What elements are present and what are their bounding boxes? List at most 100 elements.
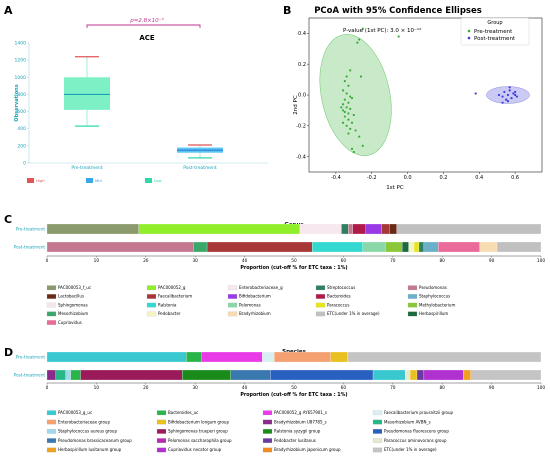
pcoa-point-post-treatment xyxy=(501,101,504,104)
legend-swatch-bacteroides xyxy=(315,294,326,299)
pcoa-point-pre-treatment xyxy=(359,75,363,78)
bar-segment-pseudomonas xyxy=(348,223,353,235)
pcoa-point-post-treatment xyxy=(512,92,515,95)
pcoa-point-pre-treatment xyxy=(345,106,348,109)
pcoa-scatter: PCoA with 95% Confidence Ellipses -0.4 -0… xyxy=(293,6,543,191)
bar-segment-bifidobacterium-longum-group xyxy=(330,351,348,363)
pcoa-point-pre-treatment xyxy=(347,101,350,104)
bar-segment-streptococcus xyxy=(341,223,349,235)
pcoa-point-pre-treatment xyxy=(343,98,346,101)
ace-ytick-label: 200 xyxy=(17,143,26,149)
bar-segment-bacteroides-uc xyxy=(70,369,81,381)
bar-segment-pac000052-g-ay657901-s xyxy=(201,351,263,363)
pcoa-point-post-treatment xyxy=(501,95,504,98)
legend-label-streptococcus: Streptococcus xyxy=(327,285,355,290)
pcoa-xtick-label: -0.4 xyxy=(331,175,341,181)
legend-label-pelomonas: Pelomonas xyxy=(239,302,261,307)
bar-segment-pseudomonas-brassicacearum-group xyxy=(230,369,271,381)
panel-d-xtick-label: 100 xyxy=(537,385,545,391)
ace-ytick-label: 1000 xyxy=(15,75,27,81)
legend-swatch-streptococcus xyxy=(315,285,326,291)
legend-swatch-cupriavidus xyxy=(46,320,57,325)
bar-segment-methylobacterium xyxy=(385,241,403,253)
legend-label-herbaspirillum-lusitanum-group: Herbaspirillum lusitanum group xyxy=(58,447,122,452)
pcoa-xtick-label: 0.2 xyxy=(439,175,447,181)
pcoa-xtick-label: 0.0 xyxy=(404,175,412,181)
pcoa-points xyxy=(340,27,519,154)
legend-swatch-staphylococcus-aureus-group xyxy=(46,429,57,434)
pcoa-point-pre-treatment xyxy=(347,118,350,121)
pcoa-point-pre-treatment xyxy=(397,35,400,38)
ace-box-pre-treatment xyxy=(64,56,110,127)
legend-label-herbaspirillum: Herbaspirillum xyxy=(419,311,448,316)
legend-label-pelomonas-saccharophila-group: Pelomonas saccharophila group xyxy=(168,438,232,443)
bar-segment-bacteroides-uc xyxy=(186,351,202,363)
pcoa-point-pre-treatment xyxy=(341,121,345,124)
pcoa-ytick-label: 0.4 xyxy=(298,31,306,37)
bar-segment-etc-under-1-in-average xyxy=(470,369,542,381)
panel-c-xtick-label: 90 xyxy=(489,258,495,264)
legend-label-pac000053-g-uc: PAC000053_g_uc xyxy=(58,410,92,415)
panel-d-xlabel: Proportion (cut-off % for ETC taxa : 1%) xyxy=(240,392,347,398)
ace-ytick-label: 800 xyxy=(17,92,26,98)
pcoa-point-pre-treatment xyxy=(349,69,352,72)
pcoa-point-post-treatment xyxy=(514,90,517,94)
legend-label-etc-under-1-in-average: ETC(under 1% in average) xyxy=(384,447,437,452)
bar-segment-mesorhizobium xyxy=(193,241,208,253)
bar-segment-pseudomonas-fluorescens-group xyxy=(270,369,374,381)
panel-c-xtick-label: 10 xyxy=(94,258,100,264)
legend-swatch-methylobacterium xyxy=(407,302,418,308)
bar-segment-pac000052-g xyxy=(138,223,301,235)
panel-letter-b: B xyxy=(283,4,291,17)
pcoa-point-pre-treatment xyxy=(343,80,346,83)
pcoa-point-pre-treatment xyxy=(347,132,350,135)
legend-label-bifidobacterium-longum-group: Bifidobacterium longum group xyxy=(168,419,229,424)
bar-segment-etc-under-1-in-average xyxy=(496,241,542,253)
bar-segment-pedobacter-lusitanus xyxy=(416,369,425,381)
pcoa-point-pre-treatment xyxy=(350,96,354,100)
pcoa-ellipse-pre-treatment xyxy=(319,34,392,156)
ace-legend-label-mid: Mid xyxy=(95,178,102,183)
legend-label-faecalibacterium: Faecalibacterium xyxy=(158,294,192,299)
legend-swatch-bifidobacterium-longum-group xyxy=(156,419,167,425)
ace-legend-label-low: Low xyxy=(154,178,161,183)
pcoa-point-pre-treatment xyxy=(352,150,355,154)
legend-label-staphylococcus-aureus-group: Staphylococcus aureus group xyxy=(58,429,117,434)
panel-letter-a: A xyxy=(4,4,13,17)
legend-swatch-mesorhizobium-avbn-s xyxy=(372,419,383,425)
pcoa-point-post-treatment xyxy=(508,89,511,92)
pcoa-point-pre-treatment xyxy=(350,121,354,124)
pcoa-point-pre-treatment xyxy=(356,41,359,44)
pcoa-title: PCoA with 95% Confidence Ellipses xyxy=(314,6,482,16)
pcoa-point-post-treatment xyxy=(515,95,519,98)
ace-box-rect xyxy=(64,77,110,110)
pcoa-ytick-label: 0.0 xyxy=(298,93,306,99)
bar-segment-pedobacter xyxy=(408,241,415,253)
ace-title: ACE xyxy=(139,34,155,42)
pcoa-ylabel: 2nd PC xyxy=(293,95,299,115)
legend-label-lactobacillus: Lactobacillus xyxy=(58,294,84,299)
bar-segment-lactobacillus xyxy=(389,223,397,235)
pcoa-pvalue-annotation: P-value (1st PC): 3.0 × 10⁻¹² xyxy=(343,27,421,34)
bar-segment-faecalibacterium xyxy=(206,241,313,253)
legend-label-cupriavidus: Cupriavidus xyxy=(58,320,82,325)
ace-boxes xyxy=(64,56,223,159)
panel-d-xtick-label: 10 xyxy=(94,385,100,391)
legend-swatch-faecalibacterium-prausnitzii-group xyxy=(372,410,383,416)
bar-segment-pac000053-g-uc xyxy=(372,369,406,381)
legend-label-methylobacterium: Methylobacterium xyxy=(419,302,455,307)
legend-label-pedobacter-lusitanus: Pedobacter lusitanus xyxy=(274,438,316,443)
bar-segment-faecalibacterium-prausnitzii-group xyxy=(262,351,275,363)
bar-segment-etc-under-1-in-average xyxy=(396,223,542,235)
legend-label-etc-under-1-in-average: ETC(under 1% in average) xyxy=(327,311,380,316)
bar-category-pre-treatment: Pre-treatment xyxy=(16,355,46,360)
bar-segment-etc-under-1-in-average xyxy=(347,351,542,363)
panel-c-xtick-label: 20 xyxy=(143,258,149,264)
species-stacked-bars: SpeciesPre-treatmentPost-treatment010203… xyxy=(14,349,545,453)
pcoa-point-pre-treatment xyxy=(347,84,350,87)
bar-segment-cupriavidus xyxy=(438,241,480,253)
bar-segment-mesorhizobium-avbn-s xyxy=(55,369,66,381)
legend-label-pseudomonas-fluorescens-group: Pseudomonas fluorescens group xyxy=(384,429,449,434)
legend-swatch-sphingomonas-trueperi-group xyxy=(156,429,167,434)
